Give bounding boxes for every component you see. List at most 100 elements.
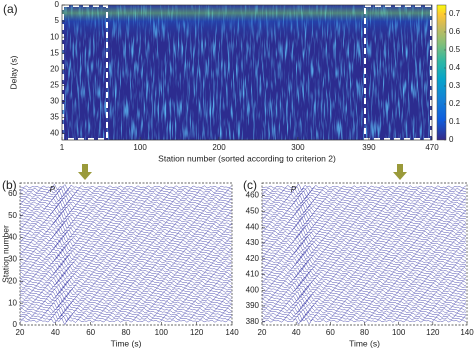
trace — [19, 251, 232, 259]
trace — [19, 232, 232, 240]
trace — [261, 304, 467, 312]
y-tick-label: 450 — [246, 207, 260, 216]
trace — [19, 302, 232, 309]
x-tick-label: 140 — [225, 328, 239, 337]
colorbar-tick-label: 0 — [449, 135, 454, 144]
trace — [19, 257, 232, 266]
y-tick-label: 0 — [13, 320, 18, 329]
x-tick-label: 80 — [360, 328, 369, 337]
trace — [19, 198, 232, 207]
colorbar-tick-label: 0.5 — [449, 45, 461, 54]
y-tick-label: 380 — [246, 317, 260, 326]
trace — [261, 209, 467, 215]
x-tick-label: 60 — [326, 328, 335, 337]
trace — [19, 212, 232, 220]
x-tick-label: 20 — [258, 328, 267, 337]
x-tick-label: 40 — [292, 328, 301, 337]
trace — [19, 206, 232, 213]
colorbar-tick-label: 0.3 — [449, 81, 461, 90]
trace — [261, 316, 467, 323]
trace — [261, 190, 467, 198]
y-tick-label: 10 — [8, 298, 17, 307]
panel-label: (a) — [3, 2, 18, 16]
y-tick-label: 30 — [50, 97, 59, 106]
y-tick-label: 40 — [8, 233, 17, 242]
trace — [19, 306, 232, 314]
trace — [19, 286, 232, 293]
trace — [19, 229, 232, 235]
trace — [261, 192, 467, 200]
trace — [261, 194, 467, 203]
y-tick-label: 390 — [246, 301, 260, 310]
trace — [19, 269, 232, 277]
trace — [261, 270, 467, 277]
trace — [19, 184, 232, 191]
trace — [261, 230, 467, 238]
y-tick-label: 400 — [246, 285, 260, 294]
trace — [19, 313, 232, 320]
trace — [261, 197, 467, 205]
trace — [261, 210, 467, 217]
x-axis-label: Station number (sorted according to crit… — [158, 153, 336, 163]
trace — [261, 297, 467, 305]
selection-box — [364, 5, 432, 140]
trace — [261, 268, 467, 275]
trace — [19, 238, 232, 245]
x-tick-label: 100 — [392, 328, 406, 337]
trace — [261, 293, 467, 300]
trace — [261, 201, 467, 209]
trace — [19, 311, 232, 318]
trace — [19, 315, 232, 323]
trace — [19, 318, 232, 326]
plot-frame — [61, 4, 433, 141]
trace — [261, 237, 467, 245]
trace — [261, 313, 467, 321]
trace — [261, 302, 467, 309]
trace — [19, 188, 232, 195]
y-tick-label: 420 — [246, 254, 260, 263]
trace — [261, 259, 467, 265]
selection-box — [62, 5, 108, 140]
trace — [261, 278, 467, 287]
trace — [261, 311, 467, 319]
colorbar-tick-label: 0.2 — [449, 99, 461, 108]
trace — [19, 221, 232, 229]
arrow-head — [78, 172, 92, 180]
annotation: P — [291, 185, 297, 194]
trace — [19, 300, 232, 307]
trace — [19, 231, 232, 238]
y-tick-label: 60 — [8, 189, 17, 198]
colorbar-tick-label: 0.1 — [449, 117, 461, 126]
y-tick-label: 15 — [50, 48, 59, 57]
trace — [261, 274, 467, 281]
y-axis-label: Delay (s) — [8, 55, 18, 89]
trace — [19, 214, 232, 222]
trace — [261, 286, 467, 293]
trace — [19, 208, 232, 216]
x-tick-label: 60 — [86, 328, 95, 337]
trace — [19, 248, 232, 257]
trace — [261, 262, 467, 271]
colorbar-tick-label: 0.7 — [449, 9, 461, 18]
trace — [19, 295, 232, 302]
trace — [19, 226, 232, 233]
trace — [19, 190, 232, 198]
trace — [262, 251, 467, 259]
annotation: P — [50, 185, 56, 194]
trace — [19, 308, 232, 317]
trace — [19, 235, 232, 242]
trace — [19, 289, 232, 295]
trace — [19, 260, 232, 268]
trace — [261, 277, 467, 284]
trace — [261, 239, 467, 247]
trace — [19, 297, 232, 305]
trace — [261, 281, 467, 288]
trace — [19, 265, 232, 273]
x-tick-label: 120 — [426, 328, 440, 337]
x-tick-label: 140 — [460, 328, 474, 337]
trace — [19, 304, 232, 311]
trace — [19, 197, 232, 204]
trace — [19, 263, 232, 270]
trace — [19, 281, 232, 289]
